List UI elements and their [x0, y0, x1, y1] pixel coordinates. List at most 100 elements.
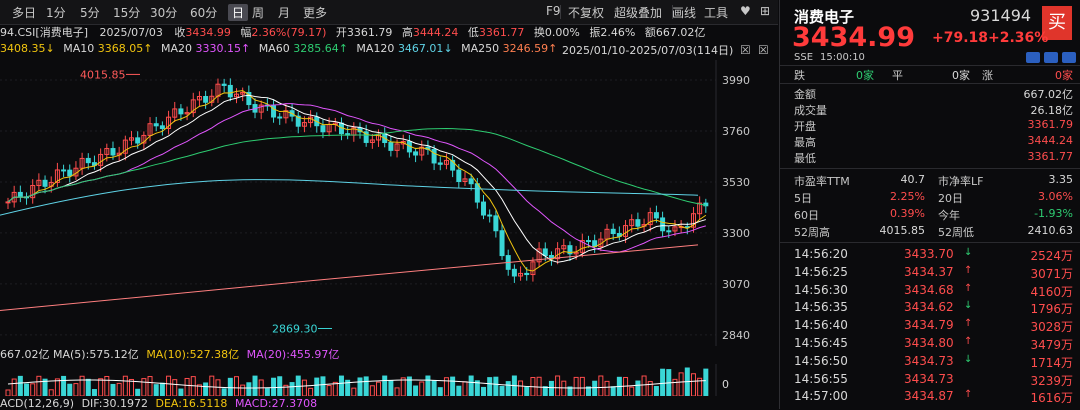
low-label: 低: [467, 26, 479, 39]
volume-bar-mark: [85, 378, 91, 396]
stat-label: 金额: [794, 88, 816, 101]
tick-time: 14:56:45: [794, 336, 848, 350]
period-tab-8[interactable]: 月: [278, 6, 291, 20]
candle-body: [481, 201, 487, 216]
volume-bar-mark: [561, 380, 567, 396]
vol-ma10-value: 527.38亿: [189, 348, 240, 361]
close-icon[interactable]: ☒: [758, 43, 769, 57]
volume-bar-mark: [240, 384, 246, 396]
volume-bar-mark: [17, 375, 23, 396]
volume-bar-mark: [678, 372, 684, 396]
ratio-label-right: 52周低: [938, 226, 974, 239]
candle-body: [190, 99, 196, 114]
period-tab-9[interactable]: 更多: [303, 6, 328, 20]
macd-label: ACD(12,26,9): [0, 397, 75, 410]
volume-bar-mark: [437, 387, 443, 396]
stock-name: 消费电子: [794, 8, 855, 26]
volume-bar-mark: [672, 378, 678, 396]
candle-body: [42, 179, 48, 187]
ma-bar: 3408.35↓ MA10 3368.05↑ MA20 3330.15↑ MA6…: [0, 42, 769, 57]
volume-bar-mark: [660, 368, 666, 396]
volume-bar-mark: [301, 379, 307, 396]
candle-body: [36, 179, 42, 187]
tick-price: 3434.37: [904, 264, 954, 279]
candle-body: [283, 110, 289, 119]
candle-body: [240, 91, 246, 95]
tick-row: 14:56:35 3434.62 ↓ 1796万: [780, 300, 1080, 316]
tool-0[interactable]: F9: [546, 4, 561, 18]
stat-value: 3361.77: [1027, 150, 1074, 163]
rise-count: 0家: [1055, 69, 1073, 82]
period-tab-7[interactable]: 周: [252, 6, 265, 20]
volume-bar-mark: [332, 381, 338, 396]
dea-value: 16.5118: [181, 397, 228, 410]
volume-ma-line: [7, 379, 706, 389]
arrow-up-icon: ↑: [964, 318, 973, 330]
tick-volume: 3239万: [1030, 373, 1073, 388]
candle-body: [474, 183, 480, 203]
period-tab-4[interactable]: 30分: [150, 6, 178, 20]
volume-bar-mark: [141, 378, 147, 396]
period-tab-5[interactable]: 60分: [190, 6, 218, 20]
volume-bar-mark: [400, 377, 406, 396]
volume-bar-mark: [48, 389, 54, 396]
candle-body: [690, 213, 696, 228]
dropdown-icon[interactable]: ☒: [740, 43, 751, 57]
layout-icon[interactable]: [1062, 52, 1076, 63]
candle-body: [653, 212, 659, 219]
tick-volume: 3028万: [1030, 320, 1073, 335]
open-value: 3361.79: [346, 26, 393, 39]
kline-chart[interactable]: 3990 3760 3530 3300 3070 2840 4015.85 2869.30: [0, 60, 778, 346]
volume-bar-mark: [30, 383, 36, 396]
stat-row: 最高 3444.24: [780, 134, 1080, 149]
period-tab-1[interactable]: 1分: [46, 6, 66, 20]
y-tick-label: 3990: [722, 74, 750, 87]
candle-body: [54, 169, 60, 183]
volume-bar-mark: [11, 378, 17, 396]
candle-body: [487, 214, 493, 217]
candle-body: [579, 240, 585, 253]
candle-body: [660, 217, 666, 232]
tool-1[interactable]: 不复权: [568, 6, 605, 20]
period-tab-2[interactable]: 5分: [80, 6, 100, 20]
volume-bar-mark: [623, 376, 629, 396]
ratio-value-right: 3.35: [1048, 173, 1074, 186]
change-label: 幅: [240, 26, 252, 39]
period-tab-6[interactable]: 日: [228, 4, 249, 21]
candle-body: [67, 169, 73, 177]
volume-bar-mark: [604, 380, 610, 396]
buy-button[interactable]: 买: [1042, 6, 1072, 40]
settings-icon[interactable]: [1044, 52, 1058, 63]
period-tab-0[interactable]: 多日: [12, 6, 37, 20]
tool-3[interactable]: 画线: [672, 6, 697, 20]
tick-volume: 1616万: [1030, 391, 1073, 406]
y-tick-label: 3760: [722, 125, 750, 138]
grid-icon[interactable]: ⊞: [760, 4, 771, 18]
amount-value: 667.02亿: [655, 26, 706, 39]
candle-body: [394, 143, 400, 151]
fall-count: 0家: [856, 69, 874, 82]
volume-bar-mark: [425, 375, 431, 396]
volume-bar-mark: [493, 376, 499, 396]
volume-bar-mark: [351, 387, 357, 396]
stat-row: 金额 667.02亿: [780, 86, 1080, 101]
heart-icon[interactable]: ♥: [740, 4, 751, 18]
arrow-down-icon: ↓: [964, 353, 973, 365]
volume-bar-mark: [610, 386, 616, 396]
ratio-label-left: 市盈率TTM: [794, 175, 850, 188]
edit-icon[interactable]: [1026, 52, 1040, 63]
candle-body: [703, 202, 709, 207]
volume-bar-mark: [363, 376, 369, 396]
candle-body: [30, 185, 36, 199]
volume-bar-mark: [481, 386, 487, 396]
y-tick-label: 3300: [722, 227, 750, 240]
tool-4[interactable]: 工具: [704, 6, 729, 20]
tool-2[interactable]: 超级叠加: [614, 6, 663, 20]
candle-body: [61, 169, 67, 172]
volume-bar-mark: [79, 375, 85, 396]
amount-label: 额: [644, 26, 656, 39]
period-tab-3[interactable]: 15分: [113, 6, 141, 20]
candle-body: [530, 261, 536, 276]
candle-body: [518, 272, 524, 277]
volume-bar-mark: [147, 376, 153, 396]
